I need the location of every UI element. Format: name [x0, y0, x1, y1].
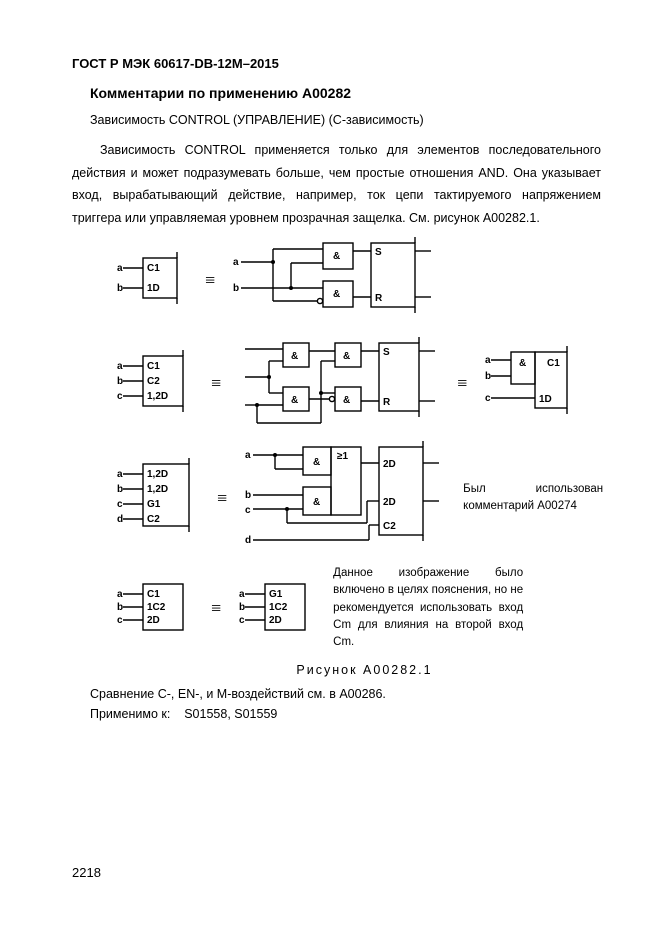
svg-text:R: R [375, 293, 383, 304]
equiv-symbol-1: ≡ [205, 270, 215, 291]
svg-text:d: d [245, 535, 251, 546]
subtitle: Зависимость CONTROL (УПРАВЛЕНИЕ) (C-зави… [90, 113, 601, 127]
svg-text:c: c [117, 499, 123, 510]
svg-text:1,2D: 1,2D [147, 469, 168, 480]
row2-mid-block: & & & & S R [239, 335, 439, 431]
svg-text:b: b [117, 602, 123, 613]
svg-text:a: a [117, 589, 123, 600]
svg-text:b: b [117, 283, 123, 294]
row3-right-block: & ≥1 & 2D 2D C2 a b c d [245, 443, 445, 553]
section-title: Комментарии по применению A00282 [90, 85, 601, 101]
svg-text:2D: 2D [383, 459, 396, 470]
applies-to-label: Применимо к: [90, 707, 170, 721]
svg-text:b: b [117, 484, 123, 495]
svg-text:C2: C2 [383, 521, 396, 532]
svg-text:1,2D: 1,2D [147, 484, 168, 495]
row1-left-block: a b C1 1D [117, 252, 187, 308]
svg-text:b: b [239, 602, 245, 613]
svg-text:a: a [117, 469, 123, 480]
svg-text:a: a [233, 257, 239, 268]
figure-row-1: a b C1 1D ≡ & & S R [117, 237, 612, 323]
svg-text:≥1: ≥1 [337, 451, 348, 462]
svg-text:&: & [333, 289, 340, 300]
svg-text:&: & [313, 497, 320, 508]
svg-text:c: c [239, 615, 245, 626]
svg-text:a: a [117, 361, 123, 372]
svg-text:2D: 2D [383, 497, 396, 508]
svg-text:c: c [117, 615, 123, 626]
svg-text:d: d [117, 514, 123, 525]
svg-text:S: S [375, 247, 382, 258]
figure-row-3: a b c d 1,2D 1,2D G1 C2 ≡ & ≥1 & [117, 443, 612, 553]
row3-left-block: a b c d 1,2D 1,2D G1 C2 [117, 458, 199, 538]
svg-text:&: & [313, 457, 320, 468]
row4-right-block: a b c G1 1C2 2D [239, 578, 315, 638]
svg-text:b: b [233, 283, 239, 294]
svg-text:a: a [117, 263, 123, 274]
figure-caption: Рисунок А00282.1 [117, 663, 612, 677]
svg-text:a: a [245, 450, 251, 461]
svg-text:G1: G1 [269, 589, 283, 600]
row2-right-block: & C1 1D a b c [485, 348, 575, 418]
svg-text:&: & [291, 395, 298, 406]
equiv-symbol-2b: ≡ [457, 373, 467, 394]
equiv-symbol-4: ≡ [211, 598, 221, 619]
page-number: 2218 [72, 865, 101, 880]
row2-left-block: a b c C1 C2 1,2D [117, 350, 193, 416]
document-code: ГОСТ Р МЭК 60617-DB-12M–2015 [72, 56, 601, 71]
after-figure-line-1: Сравнение C-, EN-, и M-воздействий см. в… [90, 687, 601, 701]
svg-text:a: a [239, 589, 245, 600]
svg-text:&: & [343, 395, 350, 406]
paragraph-1: Зависимость CONTROL применяется только д… [72, 139, 601, 229]
svg-text:c: c [245, 505, 251, 516]
svg-text:b: b [245, 490, 251, 501]
row4-left-block: a b c C1 1C2 2D [117, 578, 193, 638]
svg-text:c: c [485, 393, 491, 404]
figure-row-4: a b c C1 1C2 2D ≡ a b c G1 1C2 2D Данное… [117, 565, 612, 651]
svg-text:2D: 2D [147, 615, 160, 626]
svg-text:1C2: 1C2 [147, 602, 166, 613]
svg-text:S: S [383, 347, 390, 358]
equiv-symbol-2a: ≡ [211, 373, 221, 394]
svg-text:C1: C1 [147, 589, 160, 600]
svg-text:&: & [519, 358, 526, 369]
svg-text:G1: G1 [147, 499, 161, 510]
svg-text:2D: 2D [269, 615, 282, 626]
svg-text:C1: C1 [147, 361, 160, 372]
svg-text:c: c [117, 391, 123, 402]
applies-to-value: S01558, S01559 [184, 707, 277, 721]
figure-note-2: Данное изображение было включено в целях… [333, 565, 523, 651]
svg-text:&: & [333, 251, 340, 262]
svg-text:1D: 1D [147, 283, 160, 294]
svg-text:b: b [117, 376, 123, 387]
svg-text:1C2: 1C2 [269, 602, 288, 613]
row1-right-block: & & S R a b [233, 237, 443, 323]
figure-note-1: Был использован комментарий A00274 [463, 481, 603, 516]
svg-text:1D: 1D [539, 394, 552, 405]
svg-text:C2: C2 [147, 376, 160, 387]
svg-text:1,2D: 1,2D [147, 391, 168, 402]
svg-text:b: b [485, 371, 491, 382]
figure-row-2: a b c C1 C2 1,2D ≡ & & & & [117, 335, 612, 431]
svg-text:&: & [343, 351, 350, 362]
svg-text:C1: C1 [547, 358, 560, 369]
svg-text:&: & [291, 351, 298, 362]
figure-A00282-1: a b C1 1D ≡ & & S R [117, 237, 612, 677]
after-figure-line-2: Применимо к: S01558, S01559 [90, 707, 601, 721]
svg-text:C1: C1 [147, 263, 160, 274]
svg-text:R: R [383, 397, 391, 408]
svg-text:a: a [485, 355, 491, 366]
svg-text:C2: C2 [147, 514, 160, 525]
equiv-symbol-3: ≡ [217, 488, 227, 509]
